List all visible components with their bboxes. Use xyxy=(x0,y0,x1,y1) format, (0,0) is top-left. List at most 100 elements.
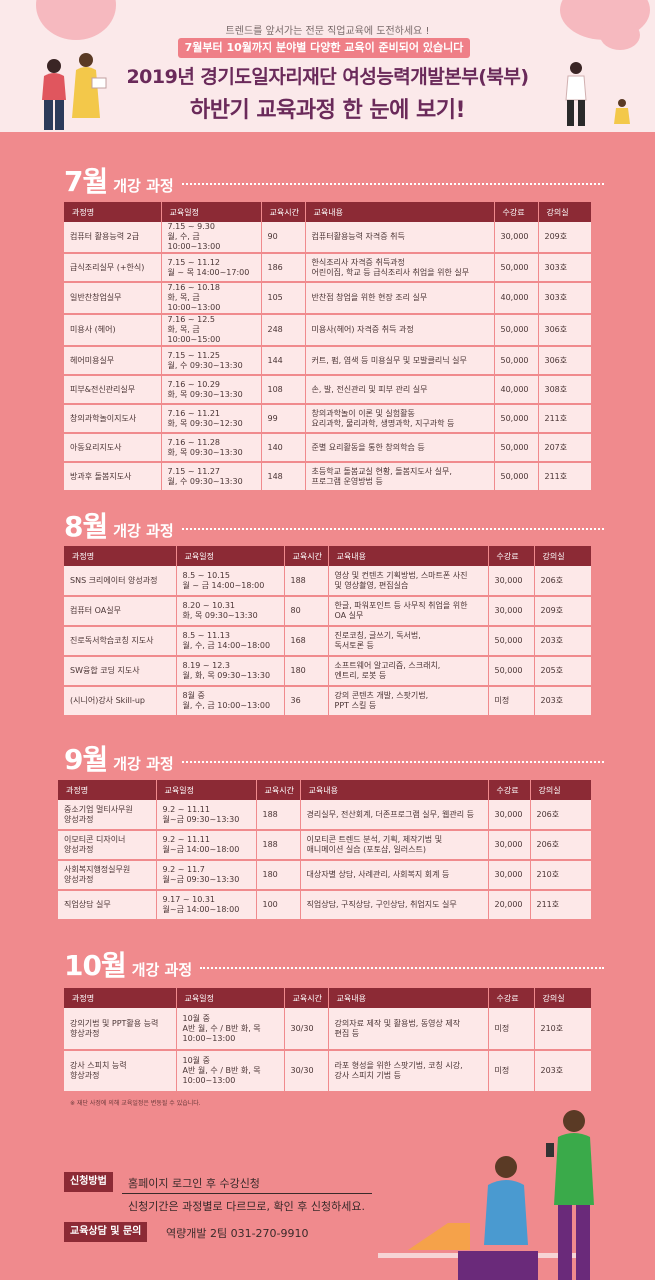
cell-content: 이모티콘 트렌드 분석, 기획, 제작기법 및 애니메이션 실습 (포토샵, 일… xyxy=(300,830,489,861)
col-header-content: 교육내용 xyxy=(300,780,489,800)
cell-content: 영상 및 컨텐츠 기획방법, 스마트폰 사진 및 영상촬영, 편집실습 xyxy=(328,566,489,597)
cell-room: 211호 xyxy=(538,404,591,434)
table-body: 강의기법 및 PPT활용 능력 향상과정 10월 중 A반 월, 수 / B반 화… xyxy=(64,1008,591,1093)
table-row: 방과후 돌봄지도사 7.15 ~ 11.27 월, 수 09:30~13:30 14… xyxy=(64,462,591,492)
cell-fee: 50,000 xyxy=(494,462,539,492)
cell-name: SNS 크리에이터 양성과정 xyxy=(64,566,177,597)
cell-content: 라포 형성을 위한 스팟기법, 코칭 시강, 강사 스피치 기법 등 xyxy=(328,1050,489,1093)
col-header-content: 교육내용 xyxy=(328,988,489,1008)
table-row: (시니어)강사 Skill-up 8월 중 월, 수, 금 10:00~13:00… xyxy=(64,686,591,717)
header-banner: 7월부터 10월까지 분야별 다양한 교육이 준비되어 있습니다 xyxy=(178,38,470,58)
cell-fee: 50,000 xyxy=(488,626,535,657)
cell-content: 강의자료 제작 및 활용법, 동영상 제작 편집 등 xyxy=(328,1008,489,1051)
cell-hours: 188 xyxy=(284,566,329,597)
walking-woman-illustration xyxy=(565,62,587,126)
cell-schedule: 7.16 ~ 10.18 화, 목, 금 10:00~13:00 xyxy=(161,282,262,315)
cell-content: 반찬점 창업을 위한 현장 조리 실무 xyxy=(305,282,495,315)
cell-fee: 50,000 xyxy=(494,253,539,283)
apply-period-text: 신청기간은 과정별로 다르므로, 확인 후 신청하세요. xyxy=(128,1200,365,1213)
cell-hours: 186 xyxy=(261,253,306,283)
cell-schedule: 7.16 ~ 11.28 화, 목 09:30~13:30 xyxy=(161,433,262,463)
cell-name: 컴퓨터 OA실무 xyxy=(64,596,177,627)
section-month: 9월 xyxy=(64,743,108,776)
table-row: 급식조리실무 (+한식) 7.15 ~ 11.12 월 ~ 목 14:00~17:… xyxy=(64,253,591,283)
contact-text: 역량개발 2팀 031-270-9910 xyxy=(166,1227,309,1240)
cell-schedule: 7.16 ~ 12.5 화, 목, 금 10:00~15:00 xyxy=(161,314,262,347)
table-row: 이모티콘 디자이너 양성과정 9.2 ~ 11.11 월~금 14:00~18:0… xyxy=(58,830,591,861)
cell-content: 손, 발, 전신관리 및 피부 관리 실무 xyxy=(305,375,495,405)
cell-room: 308호 xyxy=(538,375,591,405)
col-header-name: 과정명 xyxy=(64,988,177,1008)
cell-name: SW융합 코딩 지도사 xyxy=(64,656,177,687)
cell-hours: 188 xyxy=(256,830,301,861)
table-row: 컴퓨터 OA실무 8.20 ~ 10.31 화, 목 09:30~13:30 80 한… xyxy=(64,596,591,627)
cell-hours: 30/30 xyxy=(284,1008,329,1051)
cell-content: 커트, 펌, 염색 등 미용실무 및 모발클리닉 실무 xyxy=(305,346,495,376)
cell-hours: 100 xyxy=(256,890,301,921)
table-body: 컴퓨터 활용능력 2급 7.15 ~ 9.30 월, 수, 금 10:00~13:… xyxy=(64,222,591,492)
cell-hours: 108 xyxy=(261,375,306,405)
small-woman-illustration xyxy=(614,99,630,124)
table-row: 사회복지행정실무원 양성과정 9.2 ~ 11.7 월~금 09:30~13:30… xyxy=(58,860,591,891)
section-month: 8월 xyxy=(64,510,108,543)
page-subtitle: 하반기 교육과정 한 눈에 보기! xyxy=(189,98,466,123)
course-table-august: 과정명 교육일정 교육시간 교육내용 수강료 강의실 SNS 크리에이터 양성과… xyxy=(64,546,591,717)
section-heading-august: 8월 개강 과정 xyxy=(64,505,604,545)
col-header-room: 강의실 xyxy=(538,202,591,222)
cell-hours: 168 xyxy=(284,626,329,657)
col-header-schedule: 교육일정 xyxy=(156,780,257,800)
cell-room: 210호 xyxy=(530,860,591,891)
table-row: 창의과학놀이지도사 7.16 ~ 11.21 화, 목 09:30~12:30 99… xyxy=(64,404,591,434)
section-heading-july: 7월 개강 과정 xyxy=(64,160,604,200)
table-row: 컴퓨터 활용능력 2급 7.15 ~ 9.30 월, 수, 금 10:00~13:… xyxy=(64,222,591,254)
table-header-row: 과정명 교육일정 교육시간 교육내용 수강료 강의실 xyxy=(64,202,591,222)
cell-fee: 30,000 xyxy=(488,830,531,861)
laptop-women-illustration xyxy=(378,1110,594,1280)
cell-fee: 50,000 xyxy=(494,404,539,434)
col-header-hours: 교육시간 xyxy=(261,202,306,222)
cell-fee: 50,000 xyxy=(494,346,539,376)
cell-content: 경리실무, 전산회계, 더존프로그램 실무, 웹관리 등 xyxy=(300,800,489,831)
cell-content: 초등학교 돌봄교실 현황, 돌봄지도사 실무, 프로그램 운영방법 등 xyxy=(305,462,495,492)
col-header-name: 과정명 xyxy=(64,546,177,566)
cell-name: 헤어미용실무 xyxy=(64,346,162,376)
table-row: 미용사 (헤어) 7.16 ~ 12.5 화, 목, 금 10:00~15:00 2… xyxy=(64,314,591,347)
cell-schedule: 10월 중 A반 월, 수 / B반 화, 목 10:00~13:00 xyxy=(176,1050,285,1093)
col-header-room: 강의실 xyxy=(534,546,591,566)
cell-room: 306호 xyxy=(538,314,591,347)
col-header-hours: 교육시간 xyxy=(284,546,329,566)
table-row: SNS 크리에이터 양성과정 8.5 ~ 10.15 월 ~ 금 14:00~18… xyxy=(64,566,591,597)
cell-content: 강의 콘텐츠 개발, 스팟기법, PPT 스킬 등 xyxy=(328,686,489,717)
cell-content: 소프트웨어 알고리즘, 스크래치, 엔트리, 로봇 등 xyxy=(328,656,489,687)
cell-content: 창의과학놀이 이론 및 실험활동 요리과학, 물리과학, 생명과학, 지구과학 … xyxy=(305,404,495,434)
cell-name: 컴퓨터 활용능력 2급 xyxy=(64,222,162,254)
cell-fee: 50,000 xyxy=(494,433,539,463)
cell-room: 303호 xyxy=(538,253,591,283)
col-header-fee: 수강료 xyxy=(494,202,539,222)
cell-fee: 40,000 xyxy=(494,282,539,315)
table-row: 일반찬창업실무 7.16 ~ 10.18 화, 목, 금 10:00~13:00 1… xyxy=(64,282,591,315)
cell-room: 211호 xyxy=(538,462,591,492)
cell-hours: 248 xyxy=(261,314,306,347)
cell-hours: 99 xyxy=(261,404,306,434)
apply-method-label: 신청방법 xyxy=(64,1172,113,1192)
col-header-name: 과정명 xyxy=(58,780,157,800)
cell-name: 창의과학놀이지도사 xyxy=(64,404,162,434)
cell-room: 209호 xyxy=(538,222,591,254)
section-subtitle: 개강 과정 xyxy=(131,961,193,979)
section-month: 10월 xyxy=(64,949,127,982)
cell-hours: 90 xyxy=(261,222,306,254)
cell-schedule: 9.17 ~ 10.31 월~금 14:00~18:00 xyxy=(156,890,257,921)
cell-fee: 30,000 xyxy=(488,566,535,597)
col-header-name: 과정명 xyxy=(64,202,162,222)
cell-schedule: 7.16 ~ 11.21 화, 목 09:30~12:30 xyxy=(161,404,262,434)
cell-room: 210호 xyxy=(534,1008,591,1051)
cell-name: 사회복지행정실무원 양성과정 xyxy=(58,860,157,891)
cell-schedule: 9.2 ~ 11.11 월~금 14:00~18:00 xyxy=(156,830,257,861)
col-header-fee: 수강료 xyxy=(488,988,535,1008)
cell-content: 컴퓨터활용능력 자격증 취득 xyxy=(305,222,495,254)
course-table-september: 과정명 교육일정 교육시간 교육내용 수강료 강의실 중소기업 멀티사무원 양성… xyxy=(58,780,591,921)
cell-room: 211호 xyxy=(530,890,591,921)
cell-schedule: 7.15 ~ 11.12 월 ~ 목 14:00~17:00 xyxy=(161,253,262,283)
cell-hours: 36 xyxy=(284,686,329,717)
